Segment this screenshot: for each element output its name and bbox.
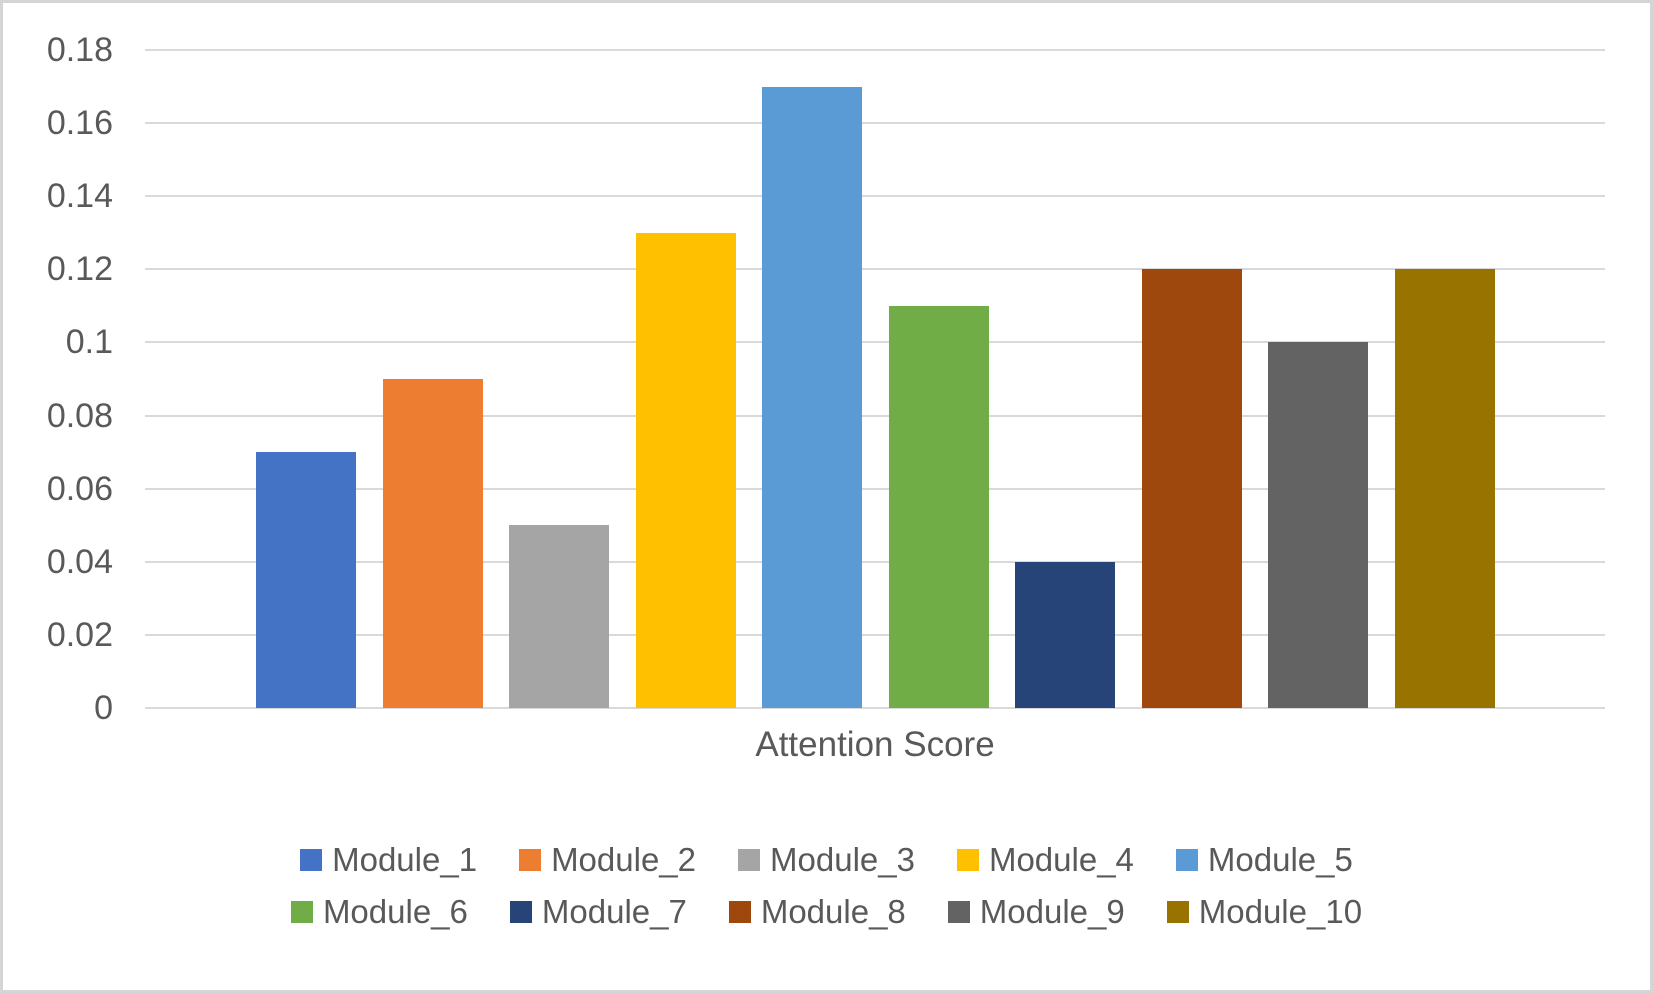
gridline-0.18 bbox=[145, 49, 1605, 51]
legend-swatch-icon bbox=[290, 901, 313, 923]
bar-module_9 bbox=[1268, 342, 1369, 708]
gridline-0.02 bbox=[145, 633, 1605, 636]
legend-label: Module_3 bbox=[770, 841, 915, 878]
gridline-0.12 bbox=[145, 268, 1605, 271]
bar-module_7 bbox=[1015, 562, 1116, 708]
legend-item-module_1: Module_1 bbox=[300, 841, 477, 879]
y-tick-label-0.16: 0.16 bbox=[46, 104, 113, 143]
legend-swatch-icon bbox=[1175, 849, 1198, 871]
y-tick-label-0.02: 0.02 bbox=[46, 615, 113, 654]
legend-row-1: Module_1 Module_2 Module_3 Module_4 Module_5 bbox=[300, 841, 1353, 879]
bars-container bbox=[256, 50, 1495, 708]
y-tick-label-0.06: 0.06 bbox=[46, 469, 113, 508]
x-axis-label: Attention Score bbox=[755, 725, 995, 764]
gridline-0.14 bbox=[145, 195, 1605, 198]
legend-item-module_5: Module_5 bbox=[1175, 841, 1353, 879]
legend-swatch-icon bbox=[519, 849, 542, 871]
legend-label: Module_8 bbox=[760, 893, 906, 930]
gridlines bbox=[145, 49, 1605, 709]
legend-item-module_6: Module_6 bbox=[290, 893, 468, 931]
gridline-0 bbox=[145, 707, 1605, 709]
legend-swatch-icon bbox=[947, 901, 970, 923]
bar-module_2 bbox=[382, 379, 483, 708]
bar-module_5 bbox=[762, 87, 863, 708]
legend-label: Module_1 bbox=[332, 841, 478, 878]
bar-module_10 bbox=[1394, 269, 1495, 708]
y-tick-label-0.1: 0.1 bbox=[65, 323, 113, 362]
gridline-0.04 bbox=[145, 560, 1605, 563]
bar-module_4 bbox=[635, 233, 736, 708]
legend-item-module_8: Module_8 bbox=[728, 893, 906, 931]
legend-item-module_4: Module_4 bbox=[956, 841, 1134, 879]
y-tick-label-0.08: 0.08 bbox=[46, 396, 113, 435]
legend-label: Module_2 bbox=[551, 841, 697, 878]
legend-label: Module_7 bbox=[541, 893, 687, 930]
y-tick-label-0.14: 0.14 bbox=[46, 177, 113, 216]
y-tick-label-0.18: 0.18 bbox=[46, 31, 113, 69]
legend-row-2: Module_6 Module_7 Module_8 Module_9 Module_1… bbox=[290, 893, 1363, 931]
legend-item-module_3: Module_3 bbox=[738, 841, 915, 879]
legend-item-module_9: Module_9 bbox=[947, 893, 1125, 931]
legend-item-module_7: Module_7 bbox=[509, 893, 687, 931]
gridline-0.16 bbox=[145, 122, 1605, 125]
legend-swatch-icon bbox=[509, 901, 532, 923]
gridline-0.08 bbox=[145, 414, 1605, 417]
bar-module_6 bbox=[888, 306, 989, 708]
legend-swatch-icon bbox=[728, 901, 751, 923]
bar-module_3 bbox=[509, 525, 610, 708]
y-tick-label-0.12: 0.12 bbox=[46, 250, 113, 289]
gridline-0.1 bbox=[145, 341, 1605, 344]
y-axis-tick-labels: 0.18 0.16 0.14 0.12 0.1 0.08 0.06 0.04 0.02 0 bbox=[13, 3, 113, 990]
legend-swatch-icon bbox=[1166, 901, 1189, 923]
bar-module_1 bbox=[256, 452, 356, 708]
legend: Module_1 Module_2 Module_3 Module_4 Module_5… bbox=[3, 841, 1650, 931]
legend-swatch-icon bbox=[956, 849, 979, 871]
bar-module_8 bbox=[1141, 269, 1242, 708]
legend-item-module_2: Module_2 bbox=[519, 841, 696, 879]
legend-label: Module_9 bbox=[979, 893, 1125, 930]
legend-label: Module_5 bbox=[1207, 841, 1353, 878]
legend-swatch-icon bbox=[300, 849, 323, 871]
y-tick-label-0.04: 0.04 bbox=[46, 542, 113, 581]
legend-swatch-icon bbox=[738, 849, 761, 871]
legend-label: Module_10 bbox=[1198, 893, 1363, 930]
legend-item-module_10: Module_10 bbox=[1166, 893, 1363, 931]
legend-label: Module_6 bbox=[322, 893, 468, 930]
y-tick-label-0: 0 bbox=[94, 689, 113, 727]
legend-label: Module_4 bbox=[988, 841, 1134, 878]
gridline-0.06 bbox=[145, 487, 1605, 490]
